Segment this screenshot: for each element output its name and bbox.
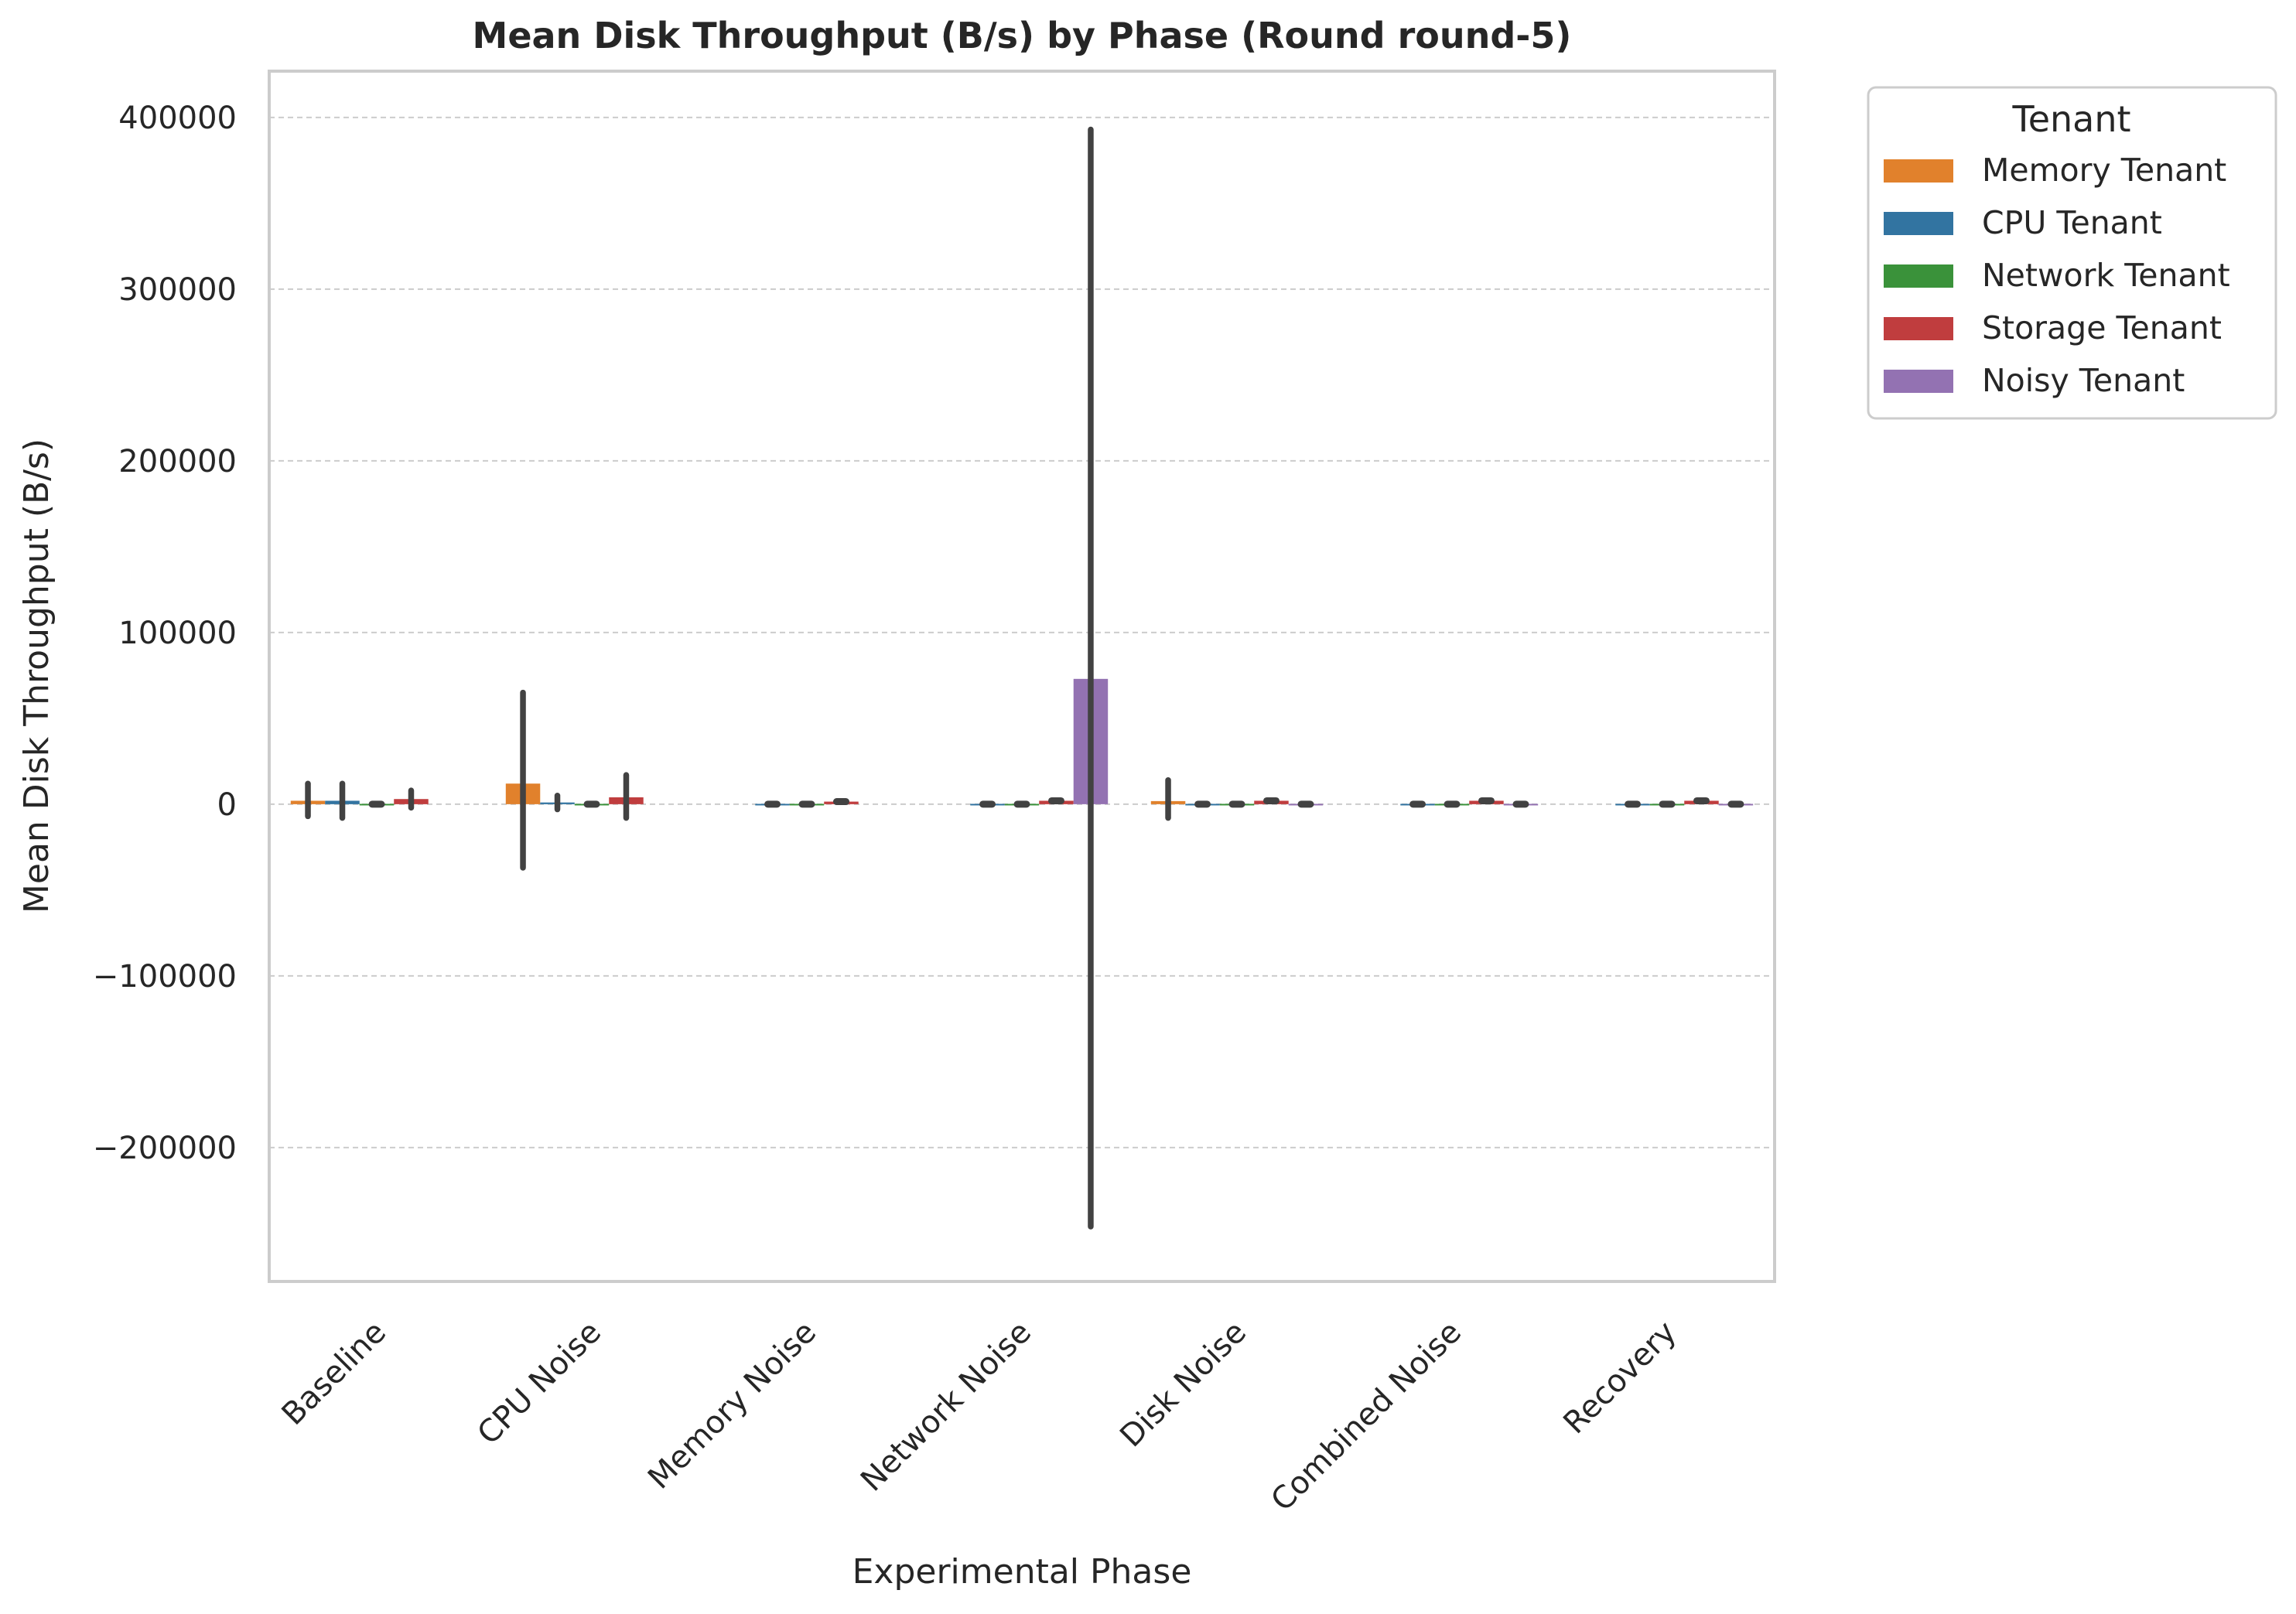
x-tick-labels: Baseline CPU Noise Memory Noise Network Noi… bbox=[275, 1315, 1683, 1519]
plot-frame bbox=[268, 70, 1776, 1283]
y-tick-labels: −200000 −100000 0 100000 200000 300000 400000 bbox=[93, 101, 237, 1166]
legend: Tenant Memory Tenant CPU Tenant Network Te… bbox=[1867, 86, 2277, 420]
y-axis-label: Mean Disk Throughput (B/s) bbox=[17, 438, 56, 913]
x-tick-label: Disk Noise bbox=[1113, 1315, 1253, 1455]
x-tick-label: Recovery bbox=[1556, 1315, 1683, 1442]
y-tick-label: 100000 bbox=[118, 616, 237, 651]
chart-title: Mean Disk Throughput (B/s) by Phase (Rou… bbox=[473, 15, 1572, 56]
x-axis-label: Experimental Phase bbox=[852, 1552, 1192, 1592]
y-tick-label: −100000 bbox=[93, 959, 237, 995]
legend-swatch bbox=[1884, 159, 1953, 183]
x-tick-label: Memory Noise bbox=[641, 1315, 823, 1496]
legend-label: Memory Tenant bbox=[1982, 152, 2226, 189]
x-tick-label: Network Noise bbox=[854, 1315, 1038, 1499]
legend-label: Noisy Tenant bbox=[1982, 362, 2185, 399]
x-tick-label: Combined Noise bbox=[1264, 1315, 1468, 1519]
legend-frame bbox=[1867, 86, 2277, 420]
bars bbox=[290, 678, 1754, 806]
legend-label: Storage Tenant bbox=[1982, 309, 2222, 346]
y-tick-label: −200000 bbox=[93, 1131, 237, 1166]
y-tick-label: 400000 bbox=[118, 101, 237, 136]
legend-label: Network Tenant bbox=[1982, 257, 2230, 294]
legend-title: Tenant bbox=[2011, 98, 2130, 140]
y-tick-label: 200000 bbox=[118, 444, 237, 479]
error-bars bbox=[305, 126, 1744, 1230]
x-tick-label: CPU Noise bbox=[471, 1315, 608, 1452]
legend-swatch bbox=[1884, 212, 1953, 235]
legend-swatch bbox=[1884, 317, 1953, 340]
legend-swatch bbox=[1884, 370, 1953, 393]
gridlines bbox=[269, 116, 1775, 1148]
legend-swatch bbox=[1884, 264, 1953, 288]
legend-label: CPU Tenant bbox=[1982, 204, 2162, 241]
y-tick-label: 300000 bbox=[118, 272, 237, 308]
x-tick-label: Baseline bbox=[275, 1315, 393, 1432]
y-tick-label: 0 bbox=[217, 787, 237, 823]
